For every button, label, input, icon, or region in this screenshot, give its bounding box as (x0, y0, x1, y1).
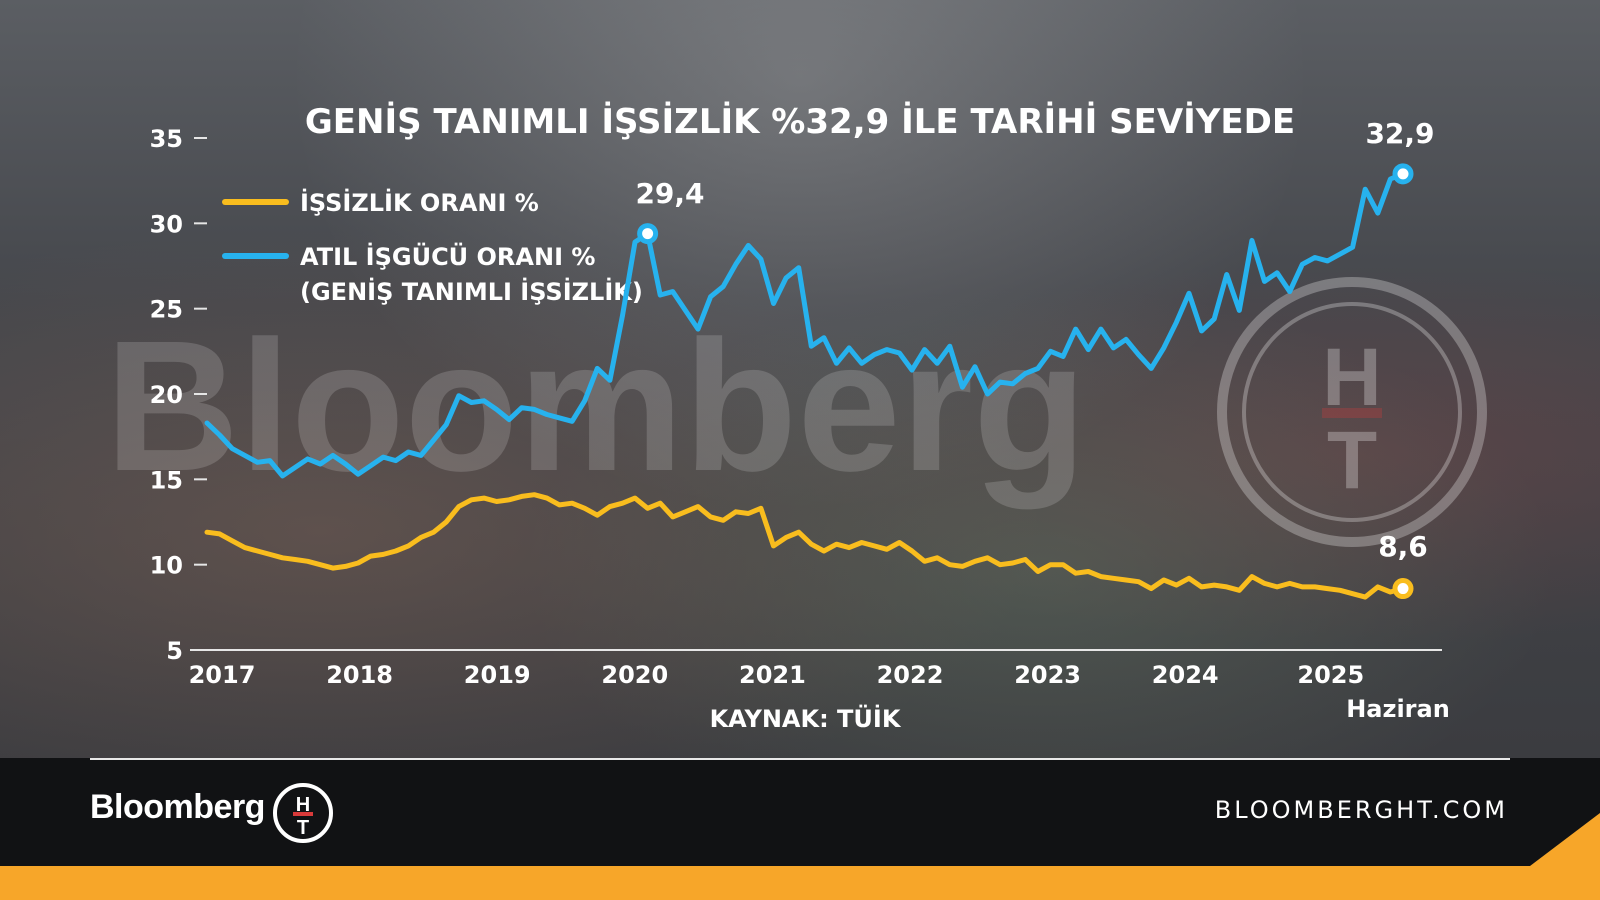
x-tick-label: 2018 (326, 661, 393, 689)
series-layer (204, 163, 1414, 600)
footer-logo-t: T (297, 817, 309, 839)
ht-logo-watermark: H T (1217, 277, 1487, 547)
x-tick-label: 2025 (1297, 661, 1364, 689)
x-axis: 2017 2018 2019 2020 2021 2022 2023 2024 2025 (189, 661, 1365, 689)
bottom-accent-band (0, 866, 1600, 900)
legend-label-issizlik: İŞSİZLİK ORANI % (300, 188, 539, 217)
series-line-atil (204, 171, 1406, 479)
footer-corner-accent (1530, 813, 1600, 866)
marker-atil-peak-2020 (637, 223, 659, 245)
annotation-atil-peak-2020: 29,4 (635, 177, 704, 210)
ht-logo-icon: H T (273, 783, 333, 843)
y-tick-label: 35 (150, 125, 183, 153)
x-axis-end-note: Haziran (1346, 695, 1450, 723)
legend-label-atil-line2: (GENİŞ TANIMLI İŞSİZLİK) (300, 277, 643, 306)
legend-label-atil-line1: ATIL İŞGÜCÜ ORANI % (300, 241, 595, 271)
x-tick-label: 2024 (1152, 661, 1219, 689)
x-tick-label: 2019 (464, 661, 531, 689)
ht-logo-watermark-h: H (1322, 332, 1381, 423)
y-tick-label: 25 (150, 296, 183, 324)
annotation-atil-last: 32,9 (1365, 117, 1434, 150)
y-tick-label: 30 (150, 210, 183, 238)
x-tick-label: 2022 (877, 661, 944, 689)
footer-site-link[interactable]: BLOOMBERGHT.COM (1214, 796, 1508, 824)
chart-title: GENİŞ TANIMLI İŞSİZLİK %32,9 İLE TARİHİ … (305, 101, 1295, 142)
chart-source: KAYNAK: TÜİK (710, 703, 902, 733)
y-tick-label: 15 (150, 466, 183, 494)
marker-issizlik-last (1392, 578, 1414, 600)
crowd-background (0, 0, 1600, 758)
series-line-issizlik (204, 492, 1406, 600)
unemployment-chart: Bloomberg H T GENİŞ TANIMLI İŞSİZLİK %32… (105, 101, 1487, 733)
y-tick-label: 20 (150, 381, 183, 409)
x-tick-label: 2020 (601, 661, 668, 689)
footer-logo-h: H (296, 794, 310, 816)
x-tick-label: 2021 (739, 661, 806, 689)
x-tick-label: 2017 (189, 661, 256, 689)
bloomberg-watermark: Bloomberg (105, 303, 1087, 510)
legend: İŞSİZLİK ORANI % ATIL İŞGÜCÜ ORANI % (GE… (222, 188, 643, 306)
y-tick-label: 5 (166, 637, 183, 665)
x-tick-label: 2023 (1014, 661, 1081, 689)
footer-brand-text: Bloomberg (90, 788, 265, 826)
y-tick-label: 10 (150, 552, 183, 580)
y-axis: 5 10 15 20 25 30 35 (150, 125, 207, 665)
footer-divider (90, 758, 1510, 760)
annotation-issizlik-last: 8,6 (1378, 530, 1428, 563)
marker-atil-last (1392, 163, 1414, 185)
footer-bar: Bloomberg H T BLOOMBERGHT.COM (0, 758, 1600, 866)
ht-logo-watermark-t: T (1327, 415, 1377, 506)
